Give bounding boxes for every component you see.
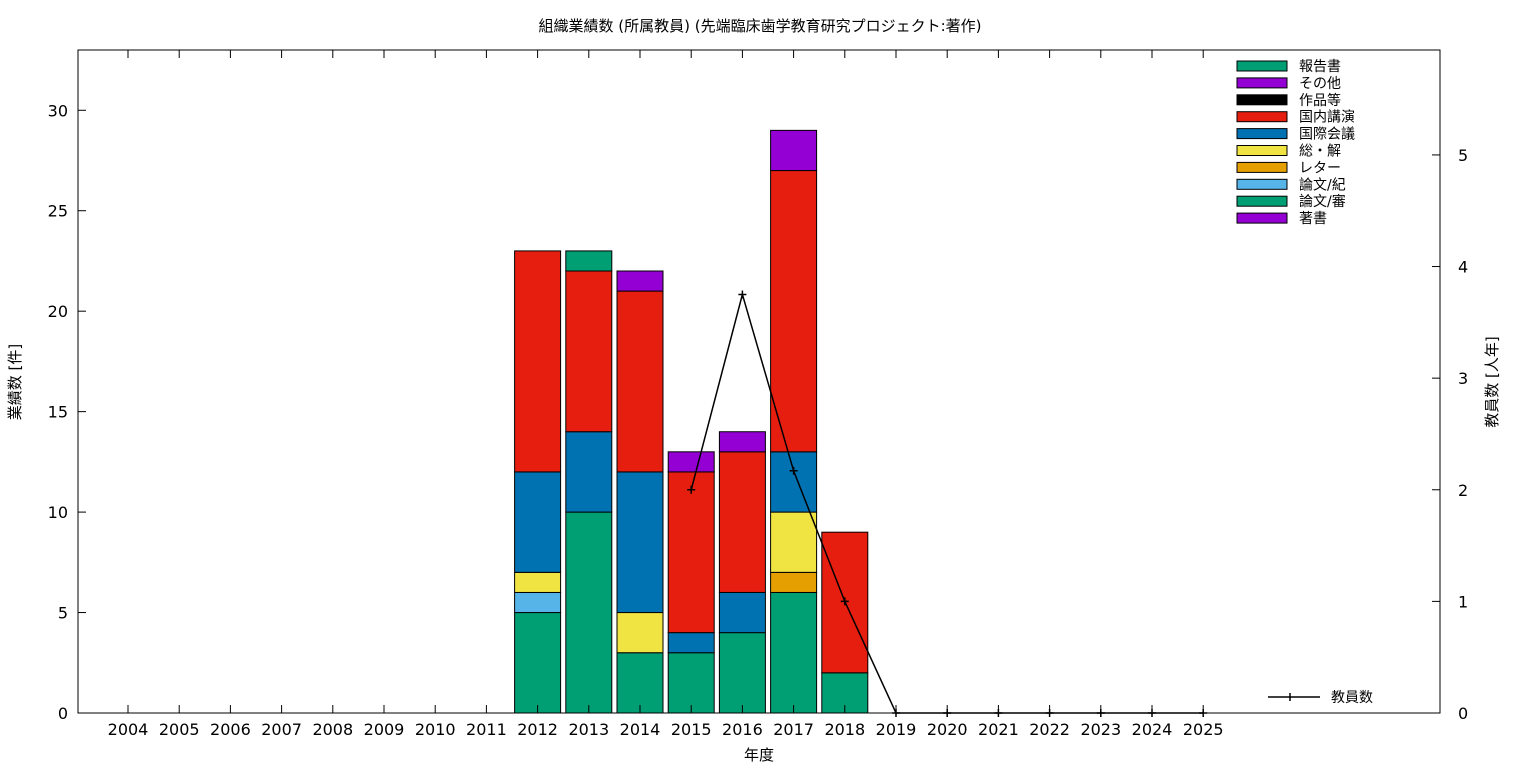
bar-segment (616, 471, 664, 614)
legend-swatch (1236, 128, 1288, 140)
legend-label: その他 (1299, 76, 1341, 92)
bar-segment (718, 431, 766, 453)
x-tick-label: 2025 (1183, 720, 1224, 739)
x-tick-label: 2011 (466, 720, 507, 739)
bar-segment (718, 451, 766, 593)
bar-segment (770, 511, 818, 573)
legend-label: 著書 (1299, 211, 1327, 227)
plot-frame (77, 49, 1441, 714)
x-tick-label: 2014 (620, 720, 661, 739)
legend-label: 国際会議 (1299, 126, 1355, 143)
bar-segment (514, 591, 562, 614)
line-point (738, 290, 747, 299)
line-point (789, 466, 798, 475)
legend-swatch (1236, 60, 1288, 72)
legend-swatch (1236, 111, 1288, 123)
bar-segment (616, 290, 664, 473)
bar-segment (514, 250, 562, 473)
y2-tick-label: 1 (1458, 592, 1468, 611)
bar-segment (770, 571, 818, 593)
x-tick-label: 2008 (312, 720, 353, 739)
x-axis-label: 年度 (744, 746, 774, 764)
bar-segment (770, 451, 818, 513)
y2-axis-label: 教員数 [人年] (1483, 336, 1501, 427)
y2-tick-label: 5 (1458, 146, 1468, 165)
chart-title: 組織業績数 (所属教員) (先端臨床歯学教育研究プロジェクト:著作) (538, 17, 981, 35)
y-tick-label: 5 (58, 604, 68, 623)
legend-label: 総・解 (1299, 144, 1341, 160)
bar-segment (514, 612, 562, 714)
bar-segment (718, 632, 766, 714)
x-tick-label: 2010 (415, 720, 456, 739)
x-tick-label: 2018 (824, 720, 865, 739)
x-tick-label: 2004 (108, 720, 149, 739)
x-tick-label: 2005 (159, 720, 200, 739)
legend-swatch (1236, 77, 1288, 89)
legend-label: 国内講演 (1299, 110, 1355, 126)
legend-swatch (1236, 145, 1288, 156)
y2-tick-label: 3 (1458, 369, 1468, 388)
x-tick-label: 2022 (1029, 720, 1070, 739)
y-tick-label: 0 (58, 704, 68, 723)
line-point (840, 597, 849, 606)
bar-segment (616, 612, 664, 654)
bar-segment (616, 270, 664, 292)
y-tick-label: 20 (48, 302, 68, 321)
bar-segment (667, 632, 715, 654)
bar-segment (667, 471, 715, 634)
x-tick-label: 2009 (364, 720, 405, 739)
bar-segment (770, 591, 818, 714)
bar-segment (514, 471, 562, 573)
y2-tick-label: 0 (1458, 704, 1468, 723)
legend-swatch (1236, 161, 1288, 173)
plot-area (514, 129, 1208, 717)
bar-segment (565, 431, 613, 513)
x-tick-label: 2015 (671, 720, 712, 739)
x-tick-label: 2007 (261, 720, 302, 739)
y-tick-label: 25 (48, 202, 68, 221)
y-tick-label: 15 (48, 403, 68, 422)
bar-segment (565, 270, 613, 433)
legend-label: 論文/審 (1299, 194, 1346, 210)
legend-swatch (1236, 94, 1288, 106)
x-tick-label: 2021 (978, 720, 1019, 739)
x-tick-label: 2006 (210, 720, 251, 739)
y-tick-label: 30 (48, 101, 68, 120)
x-tick-label: 2019 (876, 720, 917, 739)
line-teachers (690, 291, 1204, 714)
bar-segment (514, 571, 562, 593)
legend-label: 作品等 (1299, 92, 1341, 109)
legend-swatch (1236, 195, 1288, 207)
bar-segment (770, 170, 818, 453)
bar-segment (616, 652, 664, 714)
y2-tick-label: 2 (1458, 481, 1468, 500)
x-tick-label: 2013 (568, 720, 609, 739)
bar-segment (565, 511, 613, 714)
x-tick-label: 2023 (1080, 720, 1121, 739)
y-axis-label: 業績数 [件] (6, 344, 24, 420)
x-tick-label: 2020 (927, 720, 968, 739)
x-tick-label: 2016 (722, 720, 763, 739)
line-point (687, 485, 696, 494)
legend-swatch (1236, 212, 1288, 224)
bar-segment (718, 591, 766, 634)
x-tick-label: 2024 (1132, 720, 1173, 739)
legend-swatch (1236, 178, 1288, 190)
bar-segment (667, 652, 715, 714)
x-tick-label: 2012 (517, 720, 558, 739)
legend-label: 報告書 (1299, 59, 1341, 75)
legend-line-label: 教員数 (1331, 690, 1373, 706)
legend-label: 論文/紀 (1299, 177, 1346, 193)
y-tick-label: 10 (48, 503, 68, 522)
bar-segment (770, 129, 818, 172)
bar-segment (667, 451, 715, 473)
legend-label: レター (1299, 160, 1341, 176)
x-tick-label: 2017 (773, 720, 814, 739)
y2-tick-label: 4 (1458, 258, 1468, 277)
bar-segment (565, 250, 613, 272)
